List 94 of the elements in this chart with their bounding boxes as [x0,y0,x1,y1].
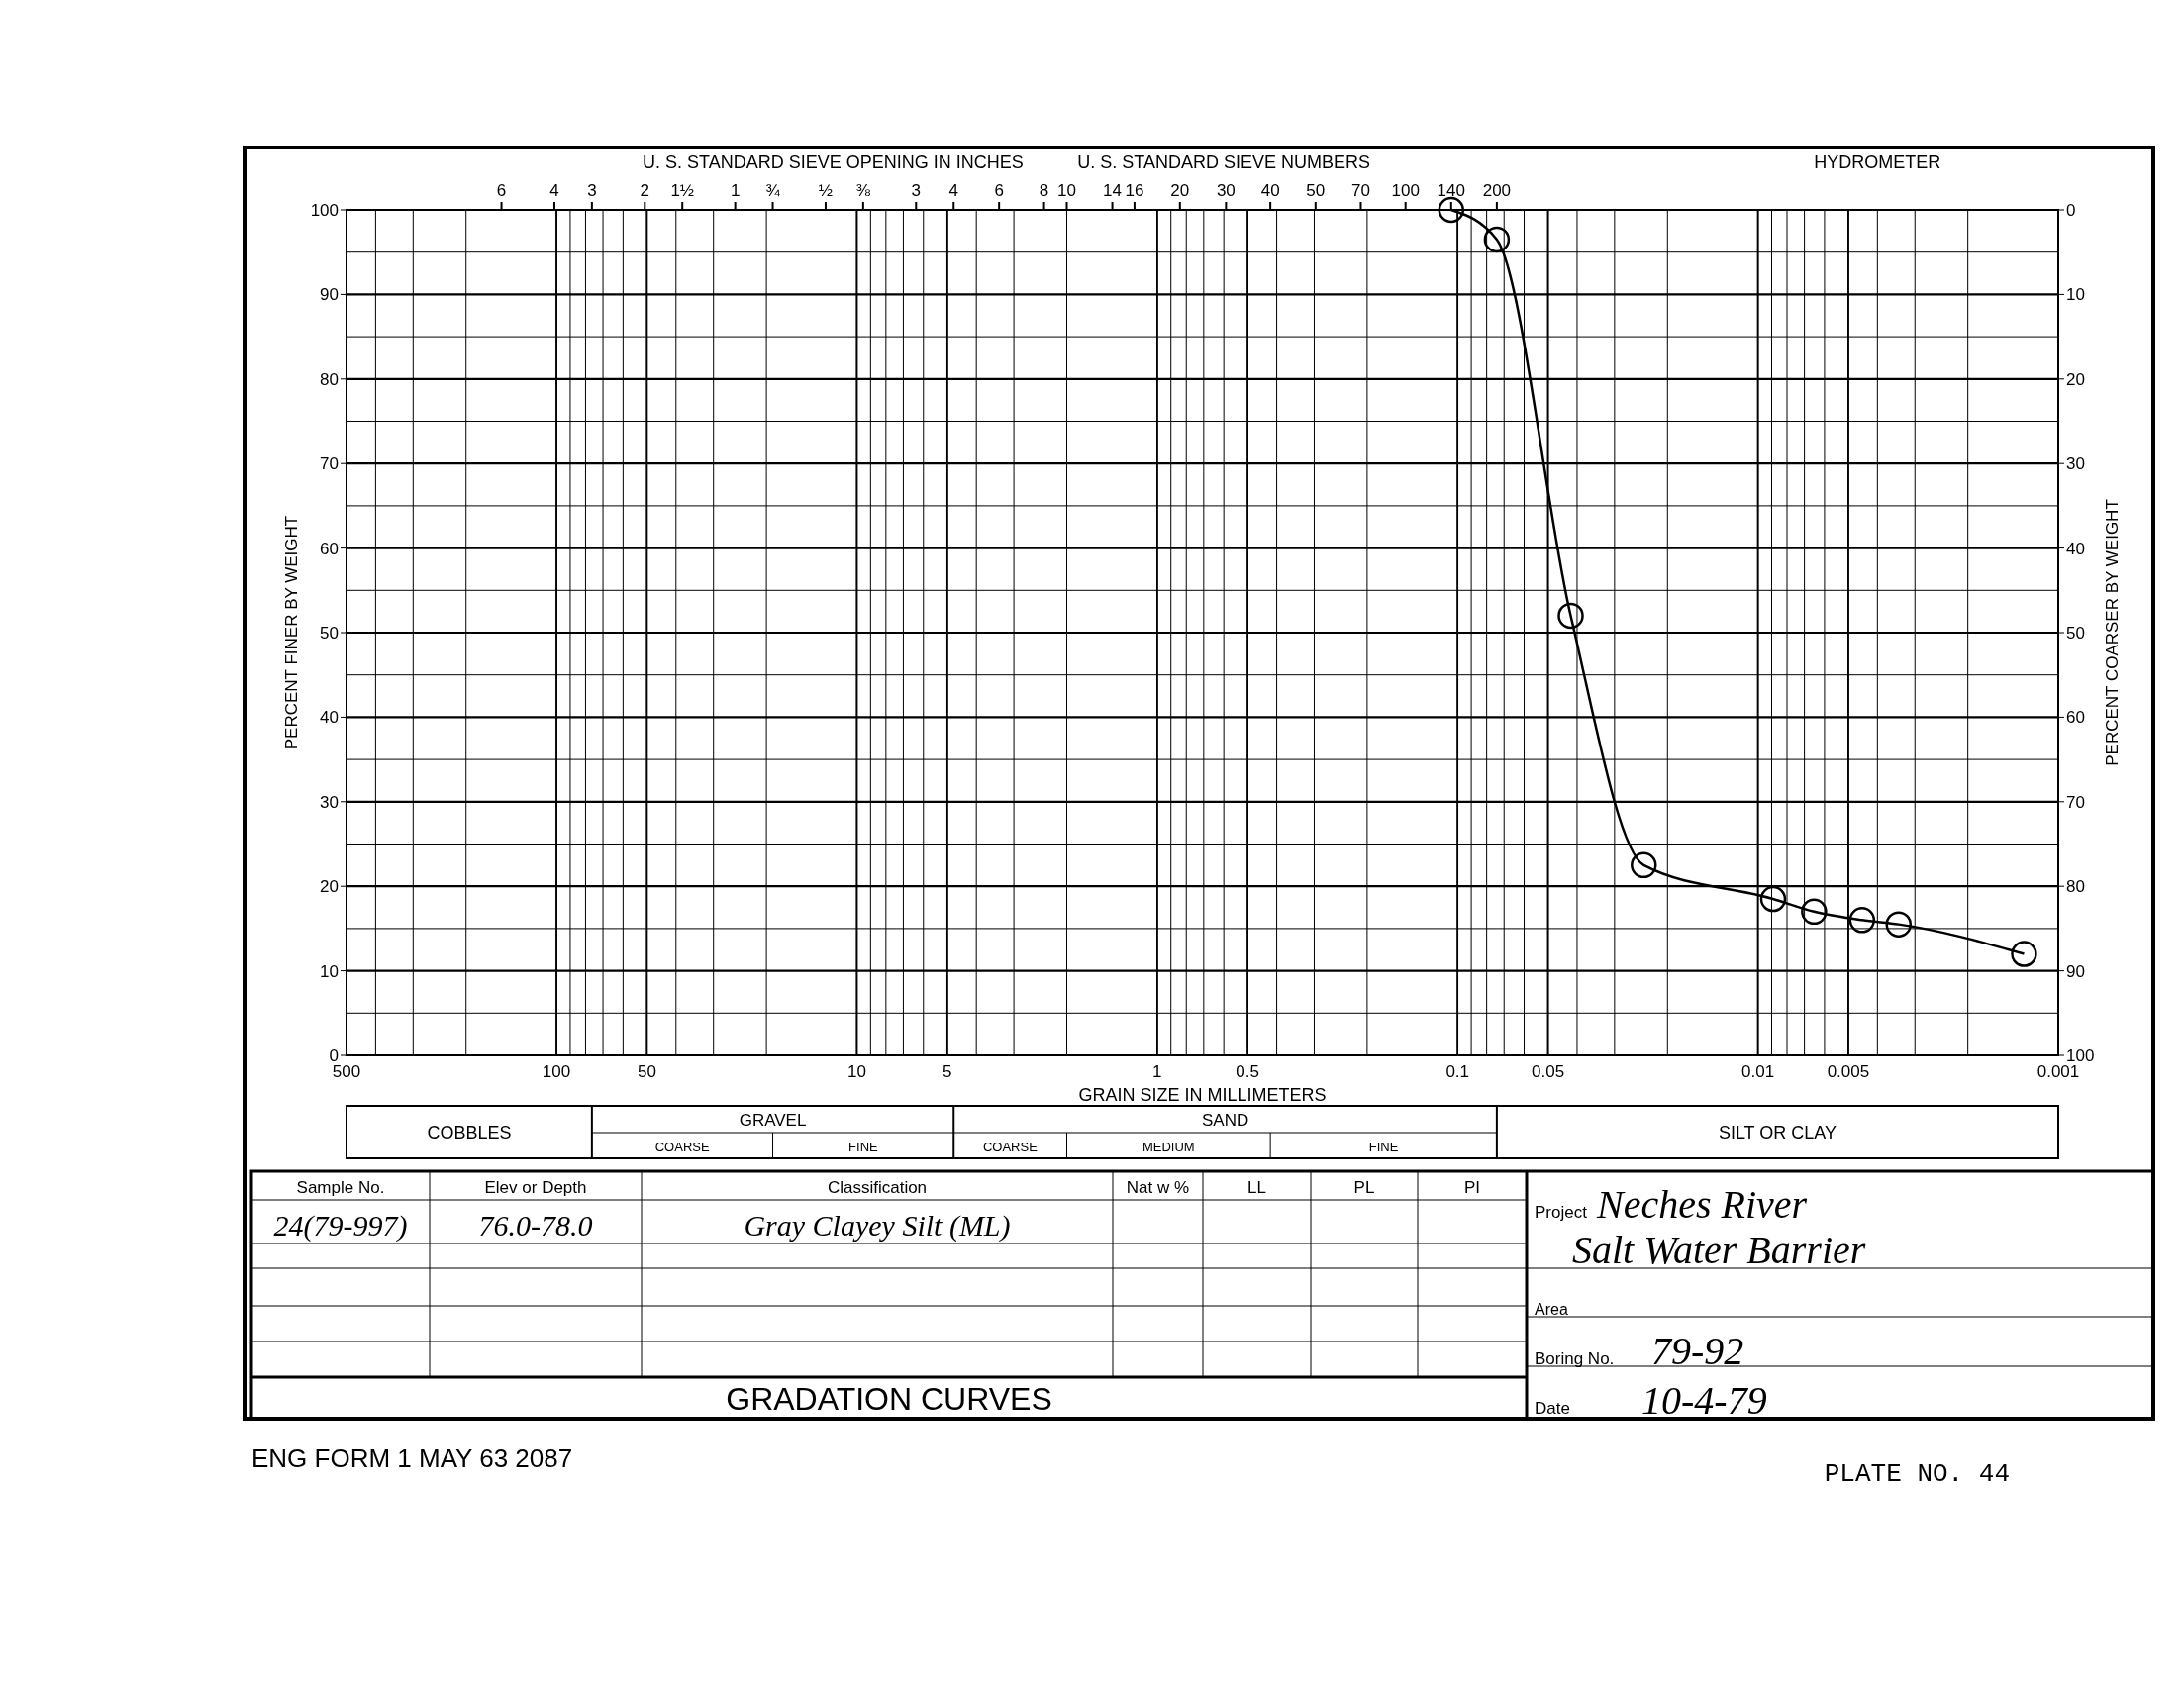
y2-tick-label: 20 [2066,369,2085,389]
text: 8 [1039,181,1049,200]
text: U. S. STANDARD SIEVE OPENING IN INCHES [643,152,1024,172]
text: 4 [549,181,559,200]
y2-tick-label: 10 [2066,285,2085,305]
x-tick-label: 500 [332,1062,361,1081]
y-tick-label: 100 [310,201,339,220]
text: 16 [1125,181,1144,200]
text: Date [1535,1399,1570,1418]
x-tick-label: 0.001 [2036,1062,2080,1081]
text: GRAVEL [739,1111,807,1130]
text: ½ [818,181,834,200]
text: 3 [911,181,922,200]
text: 20 [1170,181,1190,200]
text: HYDROMETER [1814,152,1941,172]
x-tick-label: 1 [1152,1062,1162,1081]
y2-axis-title: PERCENT COARSER BY WEIGHT [2103,499,2122,766]
text: 2 [640,181,650,200]
text: Area [1535,1301,1568,1318]
text: 6 [994,181,1004,200]
x-tick-label: 50 [637,1062,656,1081]
text: 10-4-79 [1641,1378,1767,1423]
text: FINE [848,1140,879,1154]
text: 76.0-78.0 [478,1209,593,1242]
x-tick-label: 100 [542,1062,571,1081]
text: 1½ [670,181,695,200]
text: GRADATION CURVES [726,1381,1052,1417]
text: ⅜ [855,181,871,200]
text: ¾ [765,181,781,200]
text: LL [1247,1178,1266,1197]
text: 70 [1351,181,1370,200]
text: 79-92 [1651,1329,1744,1373]
y-axis-title: PERCENT FINER BY WEIGHT [282,515,301,750]
y2-tick-label: 90 [2066,961,2085,981]
x-tick-label: 0.05 [1532,1062,1565,1081]
text: SAND [1201,1111,1249,1130]
text: 3 [587,181,597,200]
x-tick-label: 0.1 [1445,1062,1470,1081]
y-tick-label: 50 [320,624,339,643]
y2-tick-label: 100 [2066,1046,2095,1065]
text: 30 [1216,181,1236,200]
text: Neches River [1596,1182,1808,1227]
y-tick-label: 90 [320,285,339,305]
x-tick-label: 0.5 [1236,1062,1259,1081]
text: U. S. STANDARD SIEVE NUMBERS [1077,152,1370,172]
y2-tick-label: 0 [2066,201,2076,220]
text: Classification [827,1178,928,1197]
y-tick-label: 60 [320,539,339,558]
y-tick-label: 70 [320,454,339,474]
text: Sample No. [296,1178,385,1197]
text: 1 [730,181,741,200]
text: 200 [1482,181,1512,200]
x-tick-label: 0.01 [1741,1062,1775,1081]
text: MEDIUM [1142,1140,1195,1154]
y2-tick-label: 60 [2066,708,2085,728]
text: Nat w % [1126,1178,1190,1197]
text: SILT OR CLAY [1718,1123,1837,1143]
y-tick-label: 20 [320,877,339,897]
text: 140 [1437,181,1465,200]
text: 50 [1306,181,1326,200]
x-tick-label: 10 [846,1062,866,1081]
y-tick-label: 10 [320,961,339,981]
text: PI [1463,1178,1481,1197]
text: Gray Clayey Silt (ML) [744,1209,1011,1243]
text: ENG FORM 1 MAY 63 2087 [251,1443,573,1473]
text: 40 [1260,181,1280,200]
text: 24(79-997) [273,1209,408,1243]
text: Elev or Depth [484,1178,587,1197]
x-axis-title: GRAIN SIZE IN MILLIMETERS [1078,1085,1327,1105]
y-tick-label: 0 [329,1046,339,1065]
y2-tick-label: 80 [2066,877,2085,897]
y-tick-label: 30 [320,792,339,812]
text: COARSE [982,1140,1039,1154]
text: Salt Water Barrier [1572,1228,1866,1272]
y-tick-label: 80 [320,369,339,389]
y2-tick-label: 70 [2066,792,2085,812]
x-tick-label: 0.005 [1827,1062,1870,1081]
text: COBBLES [427,1123,512,1143]
y-tick-label: 40 [320,708,339,728]
text: FINE [1368,1140,1399,1154]
text: 14 [1103,181,1123,200]
text: PLATE NO. 44 [1824,1459,2010,1489]
text: PL [1353,1178,1375,1197]
x-tick-label: 5 [943,1062,952,1081]
text: COARSE [654,1140,710,1154]
text: 100 [1391,181,1420,200]
y2-tick-label: 40 [2066,539,2085,558]
text: 10 [1057,181,1076,200]
text: Boring No. [1535,1349,1615,1368]
text: 4 [948,181,958,200]
text: Project [1535,1203,1588,1222]
text: 6 [496,181,507,200]
y2-tick-label: 50 [2066,624,2085,643]
y2-tick-label: 30 [2066,454,2085,474]
